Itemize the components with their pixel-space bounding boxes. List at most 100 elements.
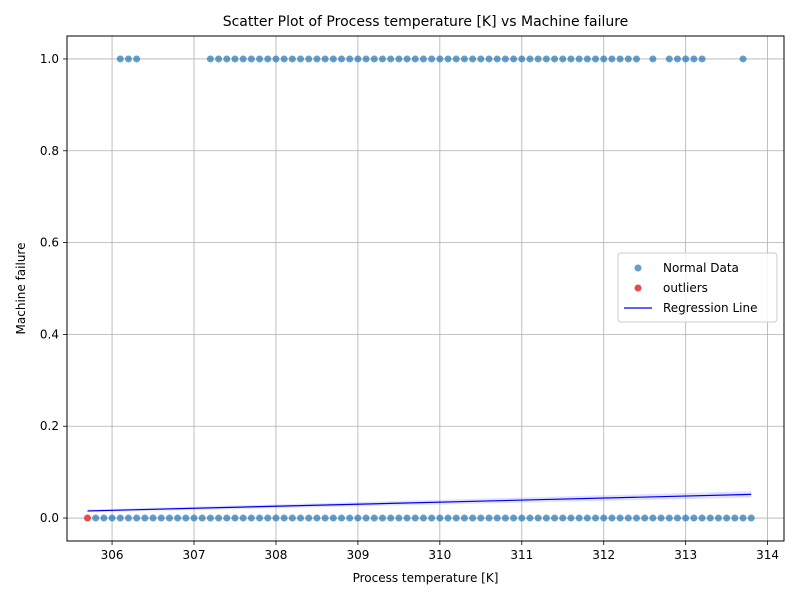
normal-data-point [428, 514, 436, 522]
normal-data-point [149, 514, 157, 522]
normal-data-point [346, 55, 354, 63]
normal-data-point [378, 55, 386, 63]
normal-data-point [231, 55, 239, 63]
normal-data-point [411, 55, 419, 63]
normal-data-point [387, 55, 395, 63]
normal-data-point [329, 514, 337, 522]
normal-data-point [477, 55, 485, 63]
normal-data-point [673, 55, 681, 63]
normal-data-point [469, 55, 477, 63]
normal-data-point [133, 55, 141, 63]
normal-data-point [206, 514, 214, 522]
normal-data-point [477, 514, 485, 522]
normal-data-point [510, 55, 518, 63]
normal-data-point [485, 514, 493, 522]
normal-data-point [223, 514, 231, 522]
normal-data-point [452, 55, 460, 63]
normal-data-point [690, 514, 698, 522]
x-tick-label: 311 [510, 548, 533, 562]
normal-data-point [264, 514, 272, 522]
normal-data-point [501, 514, 509, 522]
normal-data-point [460, 55, 468, 63]
normal-data-point [436, 55, 444, 63]
normal-data-point [493, 514, 501, 522]
normal-data-point [682, 514, 690, 522]
normal-data-point [657, 514, 665, 522]
x-axis-label: Process temperature [K] [353, 571, 499, 585]
normal-data-point [321, 514, 329, 522]
normal-data-point [133, 514, 141, 522]
normal-data-point [297, 514, 305, 522]
normal-data-point [575, 55, 583, 63]
legend-label-outliers: outliers [663, 281, 708, 295]
normal-data-point [608, 514, 616, 522]
legend-box [617, 252, 778, 323]
normal-data-point [559, 55, 567, 63]
normal-data-point [436, 514, 444, 522]
normal-data-point [419, 514, 427, 522]
normal-data-point [338, 55, 346, 63]
normal-data-point [567, 514, 575, 522]
normal-data-point [124, 55, 132, 63]
x-tick-label: 314 [756, 548, 779, 562]
normal-data-point [542, 55, 550, 63]
normal-data-point [108, 514, 116, 522]
x-tick-label: 308 [265, 548, 288, 562]
normal-data-point [362, 55, 370, 63]
normal-data-point [739, 514, 747, 522]
normal-data-point [665, 55, 673, 63]
normal-data-point [624, 514, 632, 522]
normal-data-point [100, 514, 108, 522]
legend-label-normal-data: Normal Data [663, 261, 739, 275]
y-tick-label: 0.8 [40, 144, 59, 158]
normal-data-point [633, 55, 641, 63]
normal-data-point [264, 55, 272, 63]
normal-data-point [165, 514, 173, 522]
normal-data-point [411, 514, 419, 522]
normal-data-point [157, 514, 165, 522]
normal-data-point [714, 514, 722, 522]
normal-data-point [682, 55, 690, 63]
x-tick-label: 309 [346, 548, 369, 562]
x-tick-label: 306 [101, 548, 124, 562]
normal-data-point [469, 514, 477, 522]
normal-data-point [706, 514, 714, 522]
normal-data-point [518, 55, 526, 63]
normal-data-point [485, 55, 493, 63]
normal-data-point [649, 55, 657, 63]
normal-data-point [444, 514, 452, 522]
normal-data-point [731, 514, 739, 522]
normal-data-point [215, 514, 223, 522]
normal-data-point [116, 55, 124, 63]
x-axis-ticks: 306 307 308 309 310 311 312 313 314 [101, 541, 779, 562]
normal-data-point [739, 55, 747, 63]
normal-data-point [305, 55, 313, 63]
regression-line [87, 493, 752, 512]
normal-data-point [256, 55, 264, 63]
normal-data-point [297, 55, 305, 63]
x-tick-label: 313 [674, 548, 697, 562]
normal-data-point [649, 514, 657, 522]
normal-data-point [141, 514, 149, 522]
normal-data-point [542, 514, 550, 522]
y-tick-label: 0.6 [40, 236, 59, 250]
normal-data-point [600, 514, 608, 522]
y-tick-label: 0.0 [40, 511, 59, 525]
normal-data-point [116, 514, 124, 522]
normal-data-point [272, 55, 280, 63]
normal-data-point [592, 514, 600, 522]
normal-data-point [403, 514, 411, 522]
regression-line-layer [87, 493, 752, 512]
normal-data-point [305, 514, 313, 522]
normal-data-point [215, 55, 223, 63]
normal-data-point [280, 55, 288, 63]
y-tick-label: 0.4 [40, 327, 59, 341]
normal-data-point [395, 514, 403, 522]
normal-data-point [288, 55, 296, 63]
normal-data-point [247, 514, 255, 522]
chart-title: Scatter Plot of Process temperature [K] … [223, 14, 629, 30]
normal-data-point [256, 514, 264, 522]
normal-data-point [575, 514, 583, 522]
normal-data-point [534, 55, 542, 63]
normal-data-point [313, 55, 321, 63]
